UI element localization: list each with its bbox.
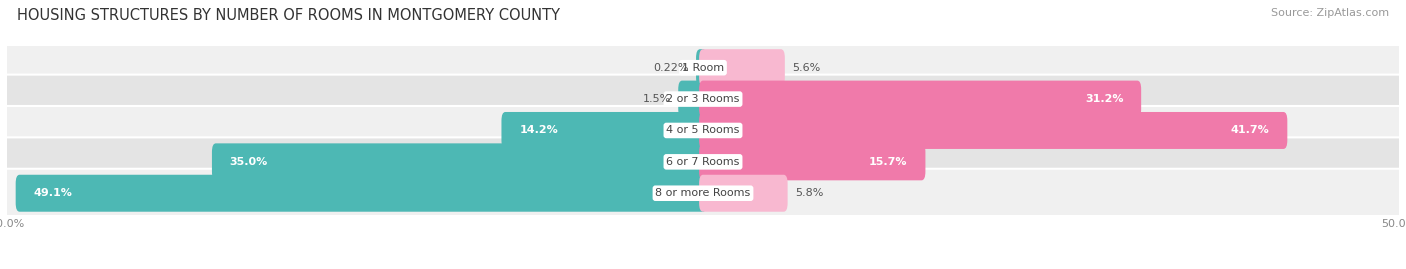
FancyBboxPatch shape <box>3 75 1403 123</box>
FancyBboxPatch shape <box>678 81 707 118</box>
Text: 5.8%: 5.8% <box>794 188 824 198</box>
Text: 5.6%: 5.6% <box>792 63 820 73</box>
FancyBboxPatch shape <box>699 112 1288 149</box>
Text: 1.5%: 1.5% <box>643 94 671 104</box>
FancyBboxPatch shape <box>696 49 707 86</box>
FancyBboxPatch shape <box>15 175 707 212</box>
Text: 41.7%: 41.7% <box>1230 125 1270 136</box>
Text: 0.22%: 0.22% <box>654 63 689 73</box>
Text: 14.2%: 14.2% <box>519 125 558 136</box>
FancyBboxPatch shape <box>3 43 1403 92</box>
Text: 31.2%: 31.2% <box>1085 94 1123 104</box>
FancyBboxPatch shape <box>3 169 1403 218</box>
Text: 49.1%: 49.1% <box>34 188 72 198</box>
FancyBboxPatch shape <box>699 143 925 180</box>
Text: 6 or 7 Rooms: 6 or 7 Rooms <box>666 157 740 167</box>
Text: 15.7%: 15.7% <box>869 157 908 167</box>
FancyBboxPatch shape <box>3 106 1403 155</box>
FancyBboxPatch shape <box>502 112 707 149</box>
Text: 35.0%: 35.0% <box>229 157 269 167</box>
Text: HOUSING STRUCTURES BY NUMBER OF ROOMS IN MONTGOMERY COUNTY: HOUSING STRUCTURES BY NUMBER OF ROOMS IN… <box>17 8 560 23</box>
FancyBboxPatch shape <box>699 175 787 212</box>
Text: 4 or 5 Rooms: 4 or 5 Rooms <box>666 125 740 136</box>
FancyBboxPatch shape <box>3 137 1403 186</box>
Text: 8 or more Rooms: 8 or more Rooms <box>655 188 751 198</box>
FancyBboxPatch shape <box>699 49 785 86</box>
FancyBboxPatch shape <box>699 81 1142 118</box>
Text: 2 or 3 Rooms: 2 or 3 Rooms <box>666 94 740 104</box>
Text: 1 Room: 1 Room <box>682 63 724 73</box>
Text: Source: ZipAtlas.com: Source: ZipAtlas.com <box>1271 8 1389 18</box>
FancyBboxPatch shape <box>212 143 707 180</box>
